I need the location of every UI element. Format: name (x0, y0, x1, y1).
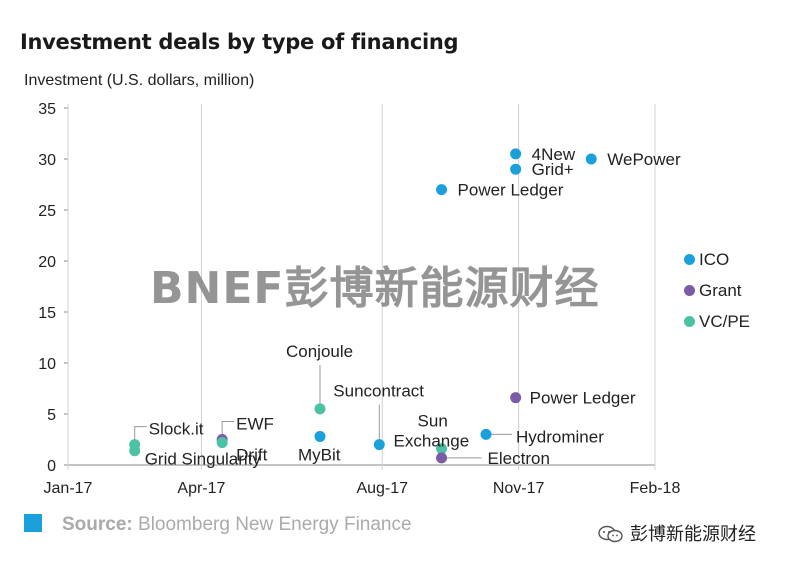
leader-lines (134, 364, 513, 459)
wechat-icon (598, 525, 623, 543)
data-point (510, 148, 522, 160)
source-prefix: Source: (62, 514, 133, 535)
legend-label-grant: Grant (699, 280, 742, 300)
data-point (436, 452, 448, 464)
data-point (510, 392, 522, 404)
leader-line (221, 421, 235, 440)
legend-item-vcpe: VC/PE (684, 306, 750, 337)
source-square-icon (24, 514, 42, 532)
x-tick-label: Nov-17 (493, 480, 545, 497)
legend-swatch-ico (684, 254, 695, 265)
y-tick-label: 15 (38, 305, 56, 322)
point-label: Suncontract (333, 382, 424, 401)
point-label: Grid+ (532, 160, 574, 179)
y-tick-label: 5 (47, 407, 56, 424)
point-label: Drift (236, 446, 267, 465)
chart-title: Investment deals by type of financing (20, 30, 459, 54)
point-label: Hydrominer (516, 427, 604, 446)
x-tick-label: Feb-18 (630, 480, 681, 497)
watermark: BNEF彭博新能源财经 (150, 263, 600, 314)
point-label: 4New (532, 145, 576, 164)
point-label: Power Ledger (530, 389, 636, 408)
data-point (436, 443, 448, 455)
data-point (129, 445, 141, 457)
data-point (510, 163, 522, 175)
axes: 0 5 10 15 20 25 30 35 Jan-17 Apr-17 Aug-17 Nov-17 Fe… (38, 101, 680, 497)
y-tick-label: 35 (38, 101, 56, 118)
data-point (314, 403, 326, 415)
y-tick-label: 20 (38, 254, 56, 271)
point-label-line: Sun (418, 412, 448, 431)
leader-line (134, 426, 147, 445)
data-points (129, 148, 597, 464)
point-label: MyBit (298, 445, 341, 464)
point-label: Grid Singularity (145, 450, 262, 469)
point-label: WePower (607, 150, 681, 169)
point-label: Conjoule (286, 342, 353, 361)
y-tick-label: 30 (38, 152, 56, 169)
source-note: Source: Bloomberg New Energy Finance (24, 514, 412, 536)
legend-swatch-grant (684, 285, 695, 296)
point-labels: Slock.it Grid Singularity EWF Drift Conjoule… (145, 145, 681, 469)
data-point (480, 428, 492, 440)
data-point (436, 184, 448, 196)
point-label: Slock.it (149, 420, 204, 439)
data-point (373, 439, 385, 451)
data-point (585, 153, 597, 165)
x-tick-label: Apr-17 (177, 480, 225, 497)
legend-label-ico: ICO (699, 249, 730, 269)
point-label: Sun Exchange (394, 412, 470, 451)
y-axis-label: Investment (U.S. dollars, million) (24, 72, 255, 89)
point-label: Power Ledger (458, 181, 564, 200)
wechat-brand: 彭博新能源财经 (598, 520, 756, 546)
legend-item-grant: Grant (684, 275, 750, 306)
point-label: Electron (488, 449, 550, 468)
y-tick-label: 25 (38, 203, 56, 220)
data-point (314, 430, 326, 442)
y-tick-label: 0 (47, 458, 56, 475)
legend-swatch-vcpe (684, 316, 695, 327)
wechat-label: 彭博新能源财经 (630, 524, 756, 544)
x-tick-label: Jan-17 (44, 480, 93, 497)
y-tick-label: 10 (38, 356, 56, 373)
data-point (216, 437, 228, 449)
legend: ICO Grant VC/PE (684, 244, 750, 337)
legend-item-ico: ICO (684, 244, 750, 275)
source-text: Bloomberg New Energy Finance (132, 514, 412, 535)
point-label-line: Exchange (394, 432, 470, 451)
point-label: EWF (236, 415, 274, 434)
legend-label-vcpe: VC/PE (699, 311, 751, 331)
x-tick-label: Aug-17 (356, 480, 408, 497)
